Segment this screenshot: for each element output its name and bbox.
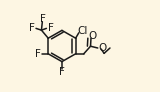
Text: Cl: Cl [78,26,88,36]
Text: F: F [35,49,41,59]
Text: F: F [48,23,54,33]
Text: F: F [59,67,65,77]
Text: F: F [40,14,46,24]
Text: O: O [98,43,106,53]
Text: O: O [88,31,96,40]
Text: F: F [29,23,35,33]
